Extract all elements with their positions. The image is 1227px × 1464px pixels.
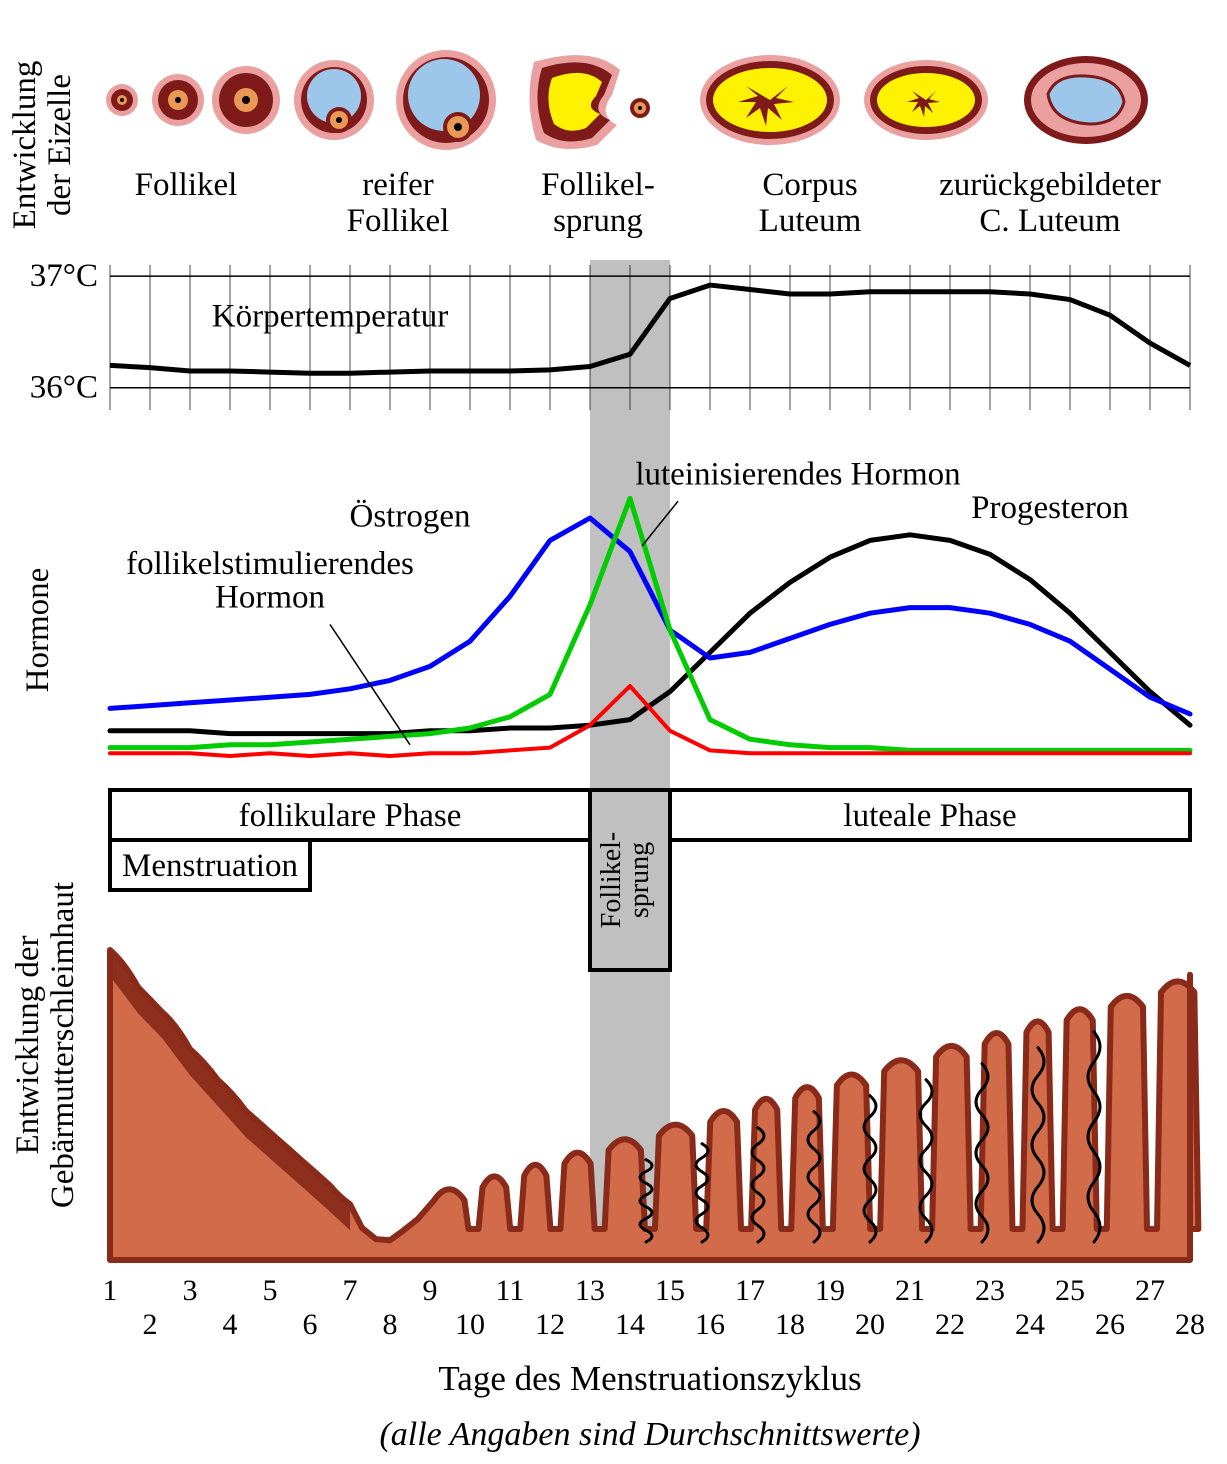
- day-tick: 7: [343, 1274, 358, 1307]
- day-tick: 23: [975, 1274, 1005, 1307]
- ylabel-endo-1: Entwicklung der: [10, 935, 46, 1154]
- day-tick: 25: [1055, 1274, 1085, 1307]
- day-tick: 2: [143, 1308, 158, 1341]
- label-sprung1: Follikel-: [541, 167, 655, 203]
- day-tick: 27: [1135, 1274, 1165, 1307]
- day-tick: 12: [535, 1308, 565, 1341]
- day-tick: 3: [183, 1274, 198, 1307]
- day-tick: 1: [103, 1274, 118, 1307]
- label-progesterone: Progesteron: [971, 490, 1129, 526]
- label-reifer2: Follikel: [347, 203, 450, 239]
- phase-menstruation: Menstruation: [122, 848, 298, 884]
- ylabel-ovum-1: Entwicklung: [7, 61, 43, 230]
- label-regressed2: C. Luteum: [979, 203, 1120, 239]
- phase-ovulation-1: Follikel-: [596, 832, 627, 928]
- day-tick: 6: [303, 1308, 318, 1341]
- ylabel-endo-2: Gebärmutterschleimhaut: [45, 882, 81, 1208]
- label-reifer1: reifer: [362, 167, 433, 203]
- day-tick: 19: [815, 1274, 845, 1307]
- day-tick: 9: [423, 1274, 438, 1307]
- day-tick: 13: [575, 1274, 605, 1307]
- label-estrogen: Östrogen: [350, 498, 471, 534]
- day-tick: 22: [935, 1308, 965, 1341]
- label-regressed1: zurückgebildeter: [939, 167, 1161, 203]
- day-tick: 11: [496, 1274, 525, 1307]
- day-tick: 26: [1095, 1308, 1125, 1341]
- label-corpus1: Corpus: [762, 167, 857, 203]
- day-tick: 4: [223, 1308, 238, 1341]
- label-fsh-1: follikelstimulierendes: [126, 546, 414, 582]
- day-tick: 28: [1175, 1308, 1205, 1341]
- day-tick: 5: [263, 1274, 278, 1307]
- label-follikel: Follikel: [135, 167, 238, 203]
- ylabel-ovum-2: der Eizelle: [42, 74, 78, 216]
- footer-note: (alle Angaben sind Durchschnittswerte): [379, 1416, 920, 1453]
- day-tick: 10: [455, 1308, 485, 1341]
- xaxis-label: Tage des Menstruationszyklus: [438, 1359, 861, 1398]
- day-tick: 17: [735, 1274, 765, 1307]
- day-tick: 14: [615, 1308, 645, 1341]
- phase-follicular: follikulare Phase: [239, 798, 462, 834]
- temp-tick-37: 37°C: [30, 258, 98, 294]
- ylabel-hormone: Hormone: [20, 568, 56, 693]
- phase-luteal: luteale Phase: [843, 798, 1016, 834]
- phase-ovulation-2: sprung: [624, 842, 655, 918]
- label-lh: luteinisierendes Hormon: [635, 456, 960, 492]
- day-tick: 8: [383, 1308, 398, 1341]
- label-corpus2: Luteum: [759, 203, 862, 239]
- day-tick: 24: [1015, 1308, 1045, 1341]
- label-sprung2: sprung: [553, 203, 643, 239]
- day-tick: 20: [855, 1308, 885, 1341]
- day-tick: 16: [695, 1308, 725, 1341]
- label-temperature: Körpertemperatur: [212, 298, 448, 334]
- label-fsh-2: Hormon: [215, 580, 325, 616]
- temp-tick-36: 36°C: [30, 370, 98, 406]
- day-tick: 15: [655, 1274, 685, 1307]
- day-tick: 18: [775, 1308, 805, 1341]
- day-tick: 21: [895, 1274, 925, 1307]
